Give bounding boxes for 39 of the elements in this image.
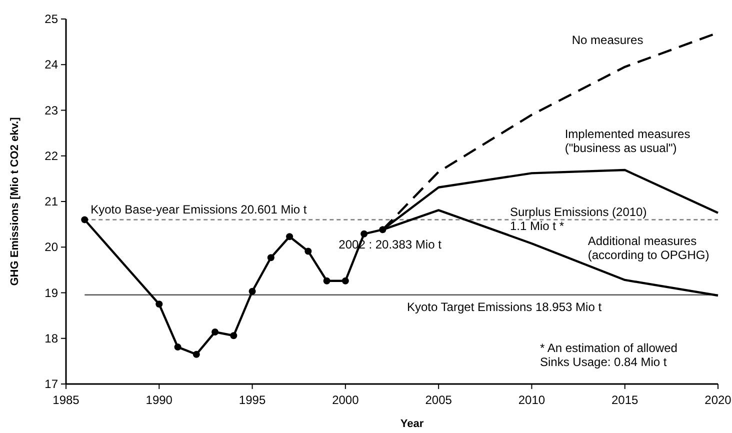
x-tick-label: 2010 bbox=[518, 393, 546, 407]
series-label: No measures bbox=[572, 32, 644, 47]
y-tick-label: 25 bbox=[44, 12, 58, 26]
point bbox=[81, 216, 88, 224]
series-label: Implemented measures ("business as usual") bbox=[564, 127, 690, 155]
y-tick-label: 23 bbox=[44, 103, 58, 118]
point bbox=[230, 332, 238, 340]
x-tick-label: 2000 bbox=[332, 393, 360, 407]
point bbox=[156, 300, 163, 308]
annotation: Surplus Emissions (2010) 1.1 Mio t * bbox=[510, 205, 647, 233]
annotation: * An estimation of allowed Sinks Usage: 0.84 Mio t bbox=[540, 341, 678, 369]
x-tick-label: 2015 bbox=[612, 393, 639, 407]
ref-line-label: Kyoto Base-year Emissions 20.601 Mio t bbox=[90, 202, 308, 217]
y-tick-label: 22 bbox=[44, 148, 58, 163]
point bbox=[192, 350, 200, 358]
x-tick-label: 1990 bbox=[146, 393, 173, 407]
y-tick-label: 24 bbox=[44, 58, 58, 72]
point bbox=[174, 344, 182, 351]
point bbox=[286, 233, 294, 240]
x-tick-label: 2005 bbox=[425, 393, 452, 407]
point bbox=[360, 230, 368, 238]
y-tick-label: 20 bbox=[44, 240, 58, 254]
point bbox=[267, 254, 274, 262]
y-tick-label: 21 bbox=[44, 194, 58, 208]
y-tick-label: 17 bbox=[44, 377, 58, 391]
point bbox=[304, 248, 312, 255]
point bbox=[212, 328, 219, 336]
x-tick-label: 1985 bbox=[52, 393, 80, 407]
ref-line-label: Kyoto Target Emissions 18.953 Mio t bbox=[407, 300, 602, 314]
series-label: Additional measures (according to OPGHG) bbox=[588, 234, 710, 262]
point bbox=[342, 277, 349, 284]
x-tick-label: 2020 bbox=[704, 393, 732, 407]
y-tick-label: 19 bbox=[44, 286, 58, 300]
y-axis-title: GHG Emissions [Mio t CO2 ekv.] bbox=[9, 116, 21, 286]
point bbox=[323, 277, 330, 284]
y-tick-label: 18 bbox=[44, 331, 58, 346]
x-axis-title: Year bbox=[400, 418, 424, 430]
point bbox=[248, 288, 256, 295]
x-tick-label: 1995 bbox=[238, 393, 266, 407]
